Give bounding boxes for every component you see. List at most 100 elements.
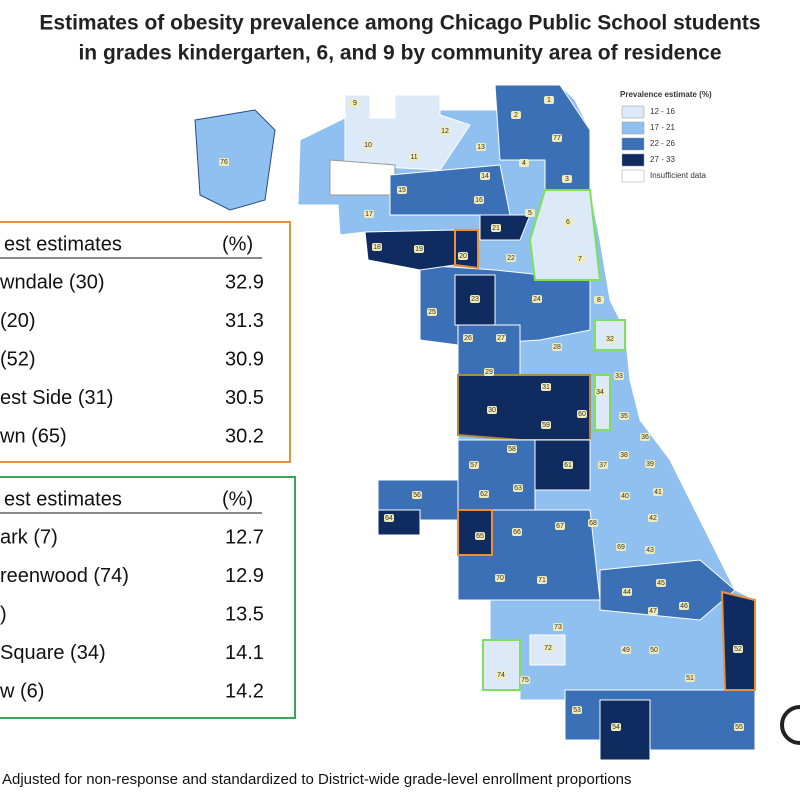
area-label-bg (734, 723, 744, 731)
area-label: 46 (680, 603, 688, 610)
area-label: 3 (565, 176, 569, 183)
area-label-bg (622, 588, 632, 596)
area-label: 40 (621, 493, 629, 500)
legend-swatch (621, 121, 645, 135)
table-cell: 14.2 (225, 680, 264, 702)
area-label-bg (475, 532, 485, 540)
legend-label: Insufficient data (650, 171, 706, 180)
area-label: 45 (657, 580, 665, 587)
area-label-bg (427, 308, 437, 316)
area-label: 68 (589, 520, 597, 527)
table-cell: wn (65) (0, 425, 67, 447)
legend-label: 17 - 21 (650, 123, 675, 132)
table-cell: Square (34) (0, 642, 106, 664)
area-label: 47 (649, 608, 657, 615)
area-label-bg (621, 646, 631, 654)
area-label-bg (350, 99, 360, 107)
area-label: 35 (620, 413, 628, 420)
area-label: 56 (413, 492, 421, 499)
area-label-bg (519, 159, 529, 167)
area-label: 58 (508, 446, 516, 453)
area-label-bg (543, 644, 553, 652)
area (457, 439, 536, 511)
area-label: 74 (497, 672, 505, 679)
area-label-bg (553, 623, 563, 631)
area-label-bg (552, 134, 562, 142)
area-label: 50 (650, 647, 658, 654)
area-label-bg (640, 433, 650, 441)
table-cell: ark (7) (0, 526, 58, 548)
area (720, 590, 756, 691)
area-label: 32 (606, 336, 614, 343)
area-label-bg (541, 421, 551, 429)
logo (780, 705, 800, 745)
area-label: 11 (410, 154, 417, 161)
area-label-bg (685, 674, 695, 682)
footnote: Adjusted for non-response and standardiz… (2, 771, 632, 788)
area-label: 38 (620, 452, 628, 459)
area-label: 33 (615, 373, 623, 380)
area-label: 77 (553, 135, 561, 142)
area-label-bg (532, 295, 542, 303)
area-label: 42 (649, 515, 657, 522)
area-label: 44 (623, 589, 631, 596)
area-label: 19 (415, 246, 423, 253)
area-label-bg (605, 335, 615, 343)
area (482, 639, 521, 691)
area (457, 374, 591, 441)
area-label: 55 (735, 724, 743, 731)
table-cell: ) (0, 603, 7, 625)
legend-swatch (621, 169, 645, 183)
area (534, 439, 591, 491)
area-label-bg (588, 519, 598, 527)
area-label: 69 (617, 544, 625, 551)
area-label-bg (507, 445, 517, 453)
area-label-bg (563, 461, 573, 469)
area-label: 6 (566, 219, 570, 226)
area-label-bg (679, 602, 689, 610)
area-label: 63 (514, 485, 522, 492)
legend-swatch (621, 105, 645, 119)
legend-title: Prevalence estimate (%) (620, 90, 712, 99)
table-header: est estimates (4, 233, 122, 255)
area-label: 41 (654, 489, 662, 496)
area-label-bg (364, 210, 374, 218)
area-label-bg (513, 484, 523, 492)
table-cell: 13.5 (225, 603, 264, 625)
table-cell: 30.2 (225, 425, 264, 447)
area-label: 15 (398, 187, 406, 194)
area (344, 94, 471, 171)
area-label: 4 (522, 160, 526, 167)
table-cell: (20) (0, 310, 36, 332)
area-label: 13 (477, 144, 485, 151)
area-label: 10 (364, 142, 372, 149)
area-label-bg (575, 255, 585, 263)
table-header: (%) (222, 233, 253, 255)
area-label: 73 (554, 624, 562, 631)
area-label: 57 (470, 462, 478, 469)
area-label: 51 (686, 675, 694, 682)
map (194, 84, 756, 761)
area (377, 509, 421, 536)
area-label: 65 (476, 533, 484, 540)
area (364, 229, 456, 271)
table-cell: est Side (31) (0, 387, 113, 409)
area-label-bg (656, 579, 666, 587)
area-label: 5 (528, 210, 532, 217)
area-label-bg (552, 343, 562, 351)
area-label: 1 (547, 97, 551, 104)
area-label-bg (563, 218, 573, 226)
area-label: 62 (480, 491, 488, 498)
area-label-bg (555, 522, 565, 530)
table-cell: reenwood (74) (0, 565, 129, 587)
area-label: 26 (464, 335, 472, 342)
area-label: 22 (507, 255, 515, 262)
area (594, 374, 611, 431)
title-line: Estimates of obesity prevalence among Ch… (39, 12, 760, 35)
area-label-bg (619, 451, 629, 459)
area-label: 23 (471, 296, 479, 303)
table-cell: (52) (0, 348, 36, 370)
area-label-bg (409, 153, 419, 161)
table-cell: 12.7 (225, 526, 264, 548)
